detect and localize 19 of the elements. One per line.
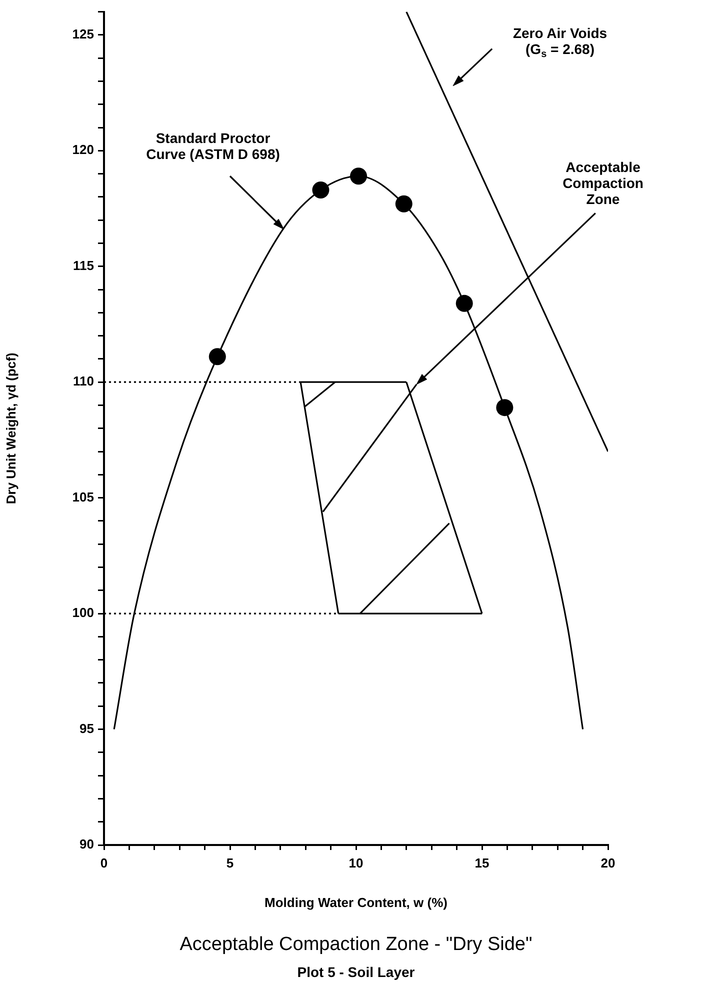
x-axis-title: Molding Water Content, w (%) — [264, 894, 448, 910]
y-tick-label: 90 — [80, 836, 94, 852]
x-tick-label: 20 — [600, 855, 616, 870]
x-tick-label: 15 — [474, 855, 490, 870]
y-tick-label: 115 — [73, 258, 94, 273]
x-tick-label: 0 — [100, 855, 108, 870]
y-tick-label: 105 — [72, 489, 94, 504]
y-tick-label: 95 — [80, 720, 94, 736]
y-tick-label: 110 — [73, 374, 94, 389]
y-tick-label: 100 — [72, 605, 94, 620]
text: Plot 5 - Soil Layer — [296, 964, 416, 980]
x-tick-label: 5 — [226, 855, 234, 870]
y-tick-label: 125 — [72, 26, 94, 42]
y-tick-label: 120 — [72, 142, 94, 158]
y-axis-title: Dry Unit Weight, γd (pcf) — [3, 352, 18, 504]
annotation: Standard Proctor Curve (ASTM D 698) — [146, 130, 280, 162]
x-tick-label: 10 — [348, 855, 364, 870]
annotation: Acceptable Compaction Zone — [562, 158, 644, 207]
text: Acceptable Compaction Zone - "Dry Side" — [178, 934, 534, 956]
